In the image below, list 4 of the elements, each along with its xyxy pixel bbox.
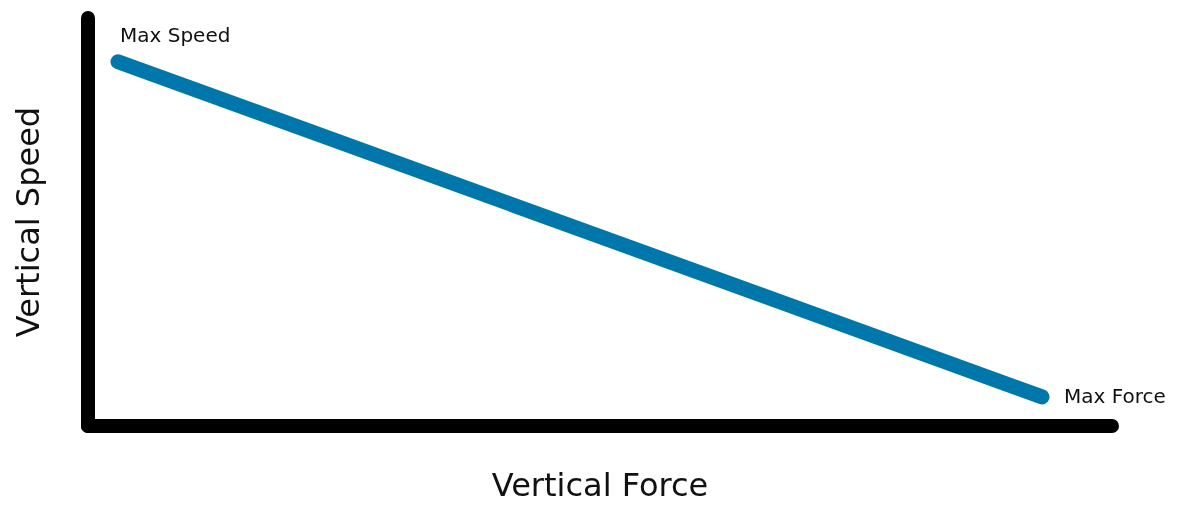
annotation: Max Force bbox=[1064, 383, 1166, 408]
y-axis-title: Vertical Speed bbox=[9, 106, 48, 338]
text: Max Speed bbox=[120, 22, 231, 47]
x-axis-title: Vertical Force bbox=[491, 466, 709, 504]
